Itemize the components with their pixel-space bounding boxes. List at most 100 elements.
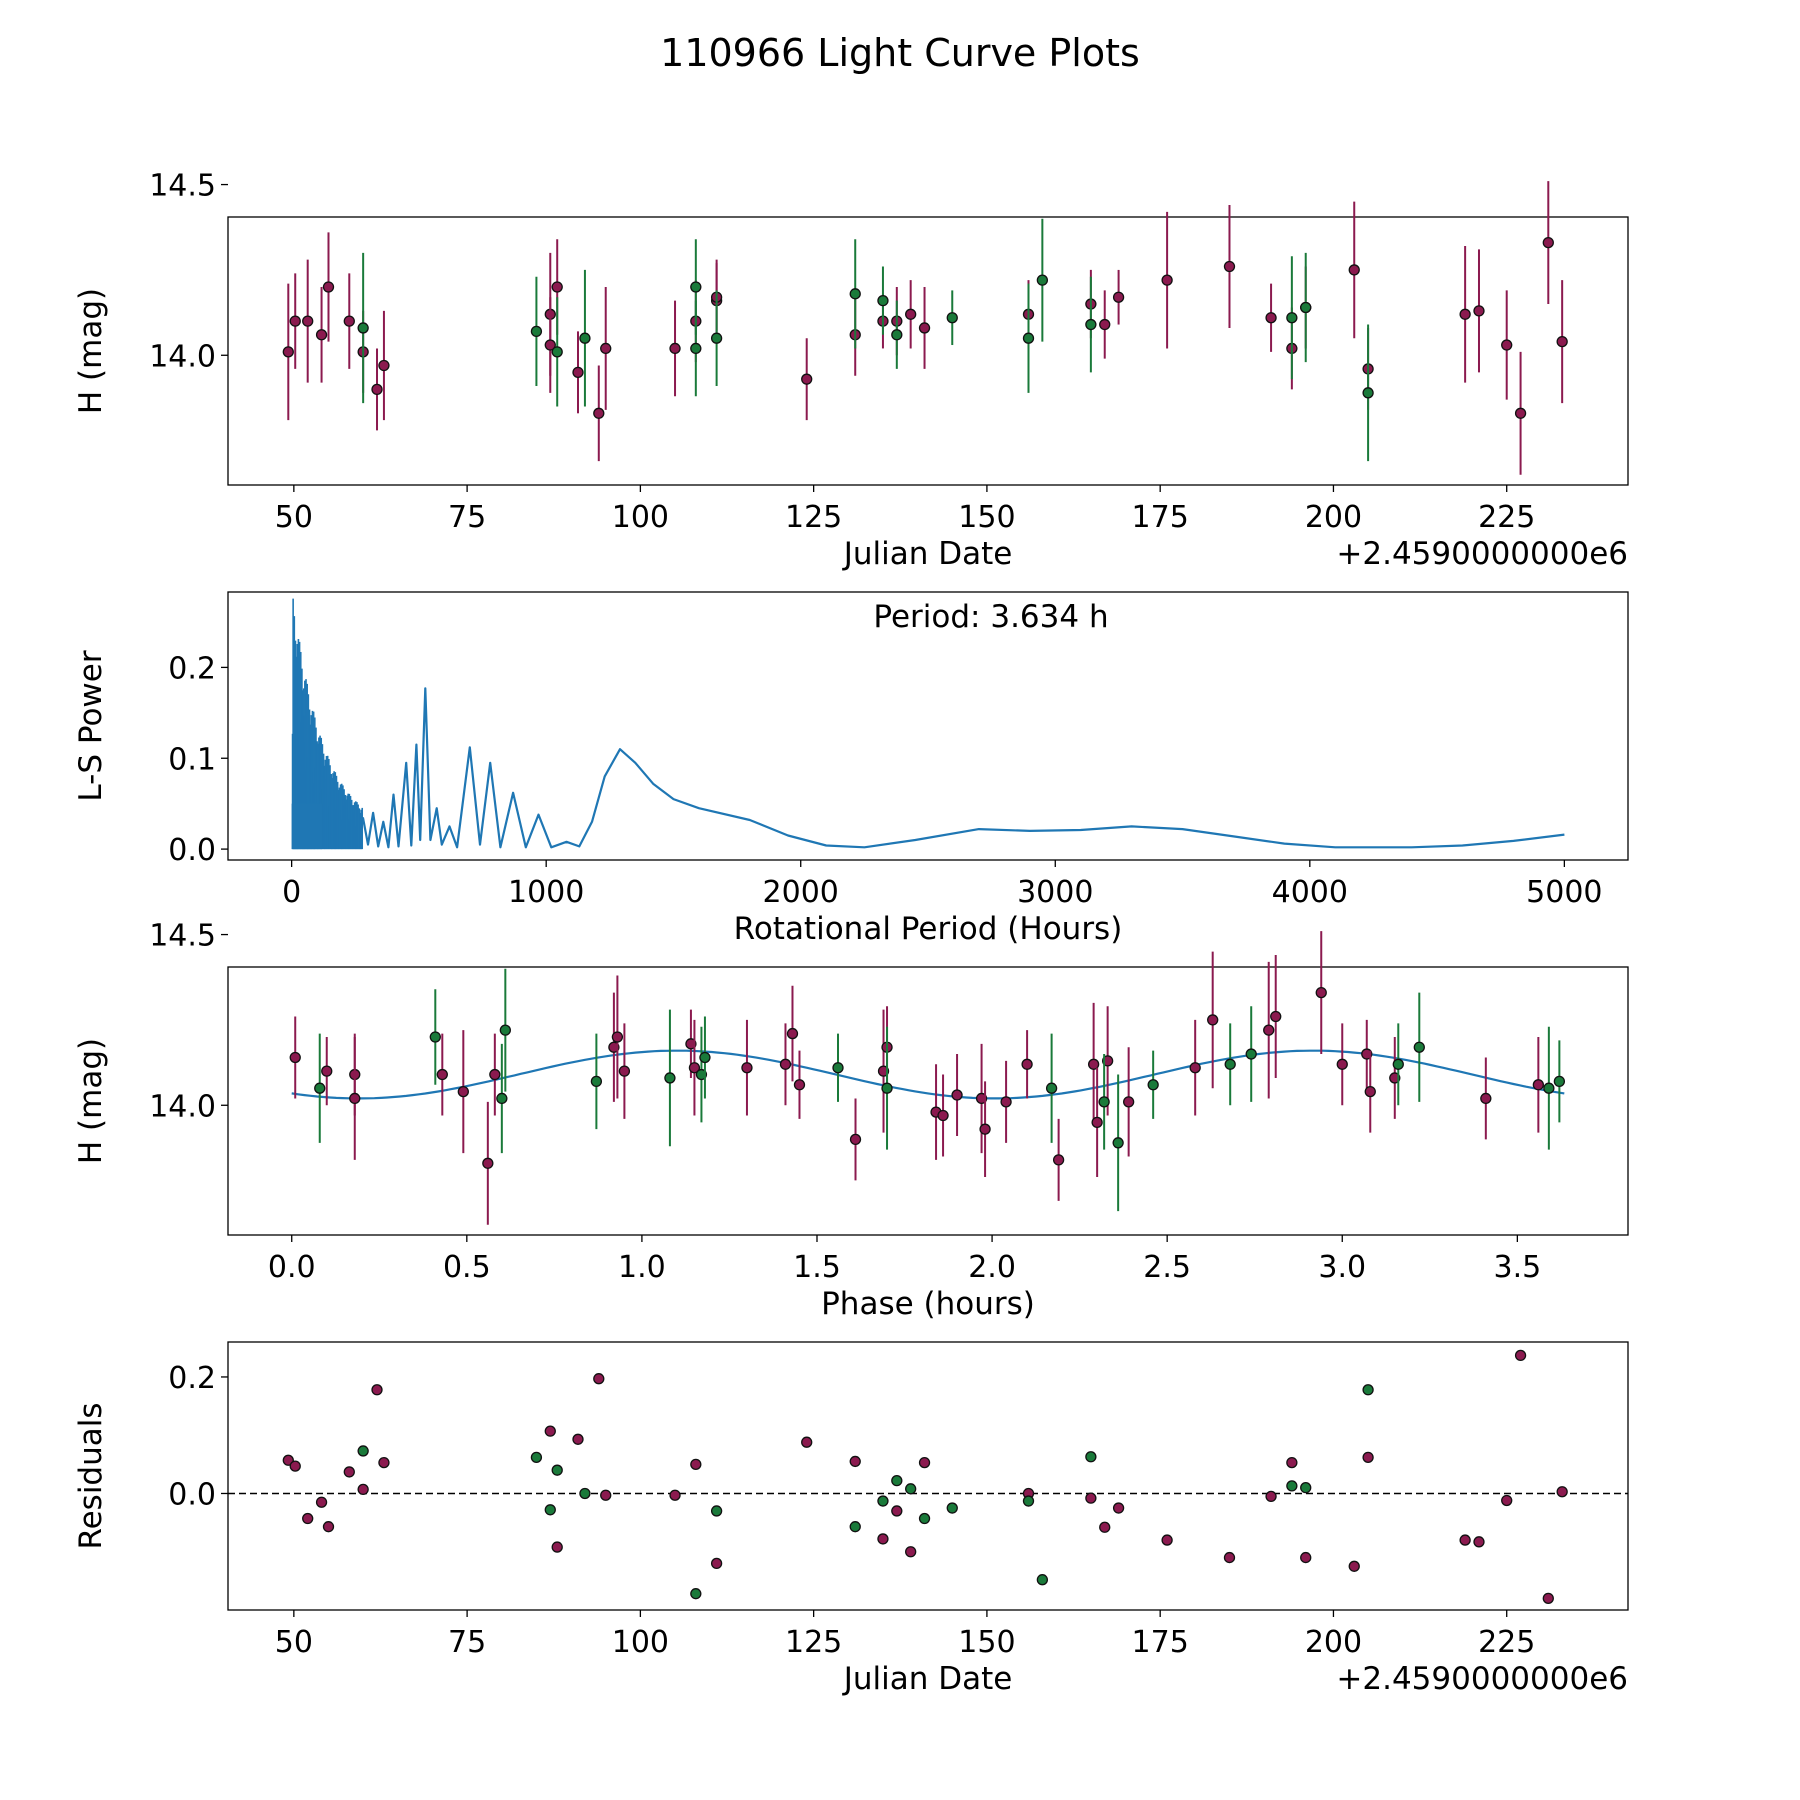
data-point: [1085, 1451, 1097, 1463]
y-tick-label: 0.0: [168, 833, 216, 868]
data-point: [849, 1133, 862, 1146]
model-curve: [291, 1049, 1565, 1100]
data-point: [1022, 1495, 1035, 1507]
data-point: [579, 1487, 591, 1500]
data-point: [551, 281, 563, 293]
x-tick-label: 0.0: [268, 1250, 316, 1285]
data-point: [343, 1466, 355, 1478]
x-tick-label: 225: [1478, 500, 1535, 535]
data-point: [1263, 1024, 1275, 1036]
data-point: [315, 1496, 328, 1508]
data-point: [1336, 1058, 1348, 1070]
data-point: [618, 1065, 631, 1077]
data-point: [1348, 264, 1360, 276]
x-tick-label: 150: [958, 500, 1015, 535]
data-point: [905, 1546, 917, 1558]
data-point: [1459, 308, 1471, 320]
y-axis-label: H (mag): [73, 1038, 109, 1164]
x-tick-label: 100: [612, 500, 669, 535]
x-tick-label: 50: [275, 1625, 313, 1660]
data-point: [688, 1062, 701, 1074]
periodogram-forest: [291, 598, 364, 850]
y-tick-label: 14.5: [149, 169, 216, 204]
data-point: [690, 1458, 702, 1470]
data-point: [877, 1065, 890, 1077]
axes-frame: [227, 216, 1629, 486]
data-point: [1501, 339, 1513, 351]
data-point: [1501, 1494, 1513, 1507]
data-point: [551, 1464, 563, 1476]
data-point: [685, 1038, 697, 1050]
data-point: [1459, 1534, 1471, 1546]
x-tick-label: 175: [1132, 500, 1189, 535]
x-tick-label: 1.0: [618, 1250, 666, 1285]
y-axis-label: L-S Power: [73, 650, 109, 801]
data-point: [1300, 1551, 1312, 1564]
data-point: [429, 1031, 441, 1043]
data-point: [741, 1062, 753, 1074]
data-point: [946, 312, 958, 324]
data-point: [690, 1588, 702, 1600]
data-point: [946, 1502, 958, 1514]
data-point: [289, 1051, 301, 1064]
data-point: [1364, 1085, 1376, 1098]
data-point: [1265, 1490, 1277, 1503]
data-point: [1021, 1058, 1033, 1070]
data-point: [357, 1483, 369, 1496]
data-point: [1270, 1010, 1282, 1023]
x-tick-label: 75: [448, 500, 486, 535]
data-point: [289, 1460, 301, 1472]
y-tick-label: 0.2: [168, 1361, 216, 1396]
data-point: [877, 1533, 889, 1545]
data-point: [664, 1072, 676, 1084]
data-point: [590, 1075, 603, 1088]
x-tick-label: 3.0: [1318, 1250, 1366, 1285]
series-red: [289, 931, 1545, 1225]
data-point: [793, 1079, 806, 1091]
x-tick-label: 2.0: [968, 1250, 1016, 1285]
data-point: [496, 1092, 508, 1105]
x-axis-label: Phase (hours): [821, 1286, 1035, 1322]
data-point: [1362, 1384, 1374, 1396]
x-tick-label: 150: [958, 1625, 1015, 1660]
panel-lightcurve: 50 75 100 125 150 175 200 225 14.5 14.0 Julian Dat…: [73, 169, 1629, 572]
data-point: [690, 281, 702, 293]
y-tick-label: 0.1: [168, 742, 216, 777]
x-tick-label: 0: [282, 875, 301, 910]
data-point: [1245, 1048, 1257, 1060]
data-point: [1514, 407, 1527, 419]
data-point: [608, 1041, 620, 1053]
data-point: [1045, 1082, 1058, 1094]
y-axis-label: Residuals: [73, 1402, 109, 1549]
x-tick-label: 0.5: [443, 1250, 491, 1285]
panel-periodogram: 0 1000 2000 3000 4000 5000 0.0 0.1 0.2 Rotational…: [73, 591, 1629, 947]
data-point: [1389, 1072, 1401, 1084]
data-point: [357, 1445, 369, 1457]
x-axis-label: Julian Date: [842, 1661, 1013, 1697]
period-annotation: Period: 3.634 h: [873, 599, 1108, 635]
data-point: [710, 1557, 723, 1570]
data-point: [891, 1505, 903, 1517]
data-point: [1091, 1116, 1103, 1128]
data-point: [881, 1082, 893, 1094]
data-point: [315, 329, 328, 341]
data-point: [457, 1085, 469, 1098]
panel-residuals: 50 75 100 125 150 175 200 225 0.2 0.0 Julian Date R…: [73, 1341, 1629, 1697]
data-point: [1000, 1096, 1012, 1108]
data-point: [1532, 1079, 1545, 1091]
data-point: [1556, 1486, 1568, 1498]
data-point: [669, 342, 681, 355]
x-tick-label: 5000: [1526, 875, 1602, 910]
x-axis-label: Rotational Period (Hours): [734, 911, 1123, 947]
data-point: [1473, 1536, 1485, 1548]
data-point: [1123, 1096, 1135, 1108]
data-point: [593, 407, 605, 419]
data-point: [1286, 312, 1298, 324]
x-tick-label: 175: [1132, 1625, 1189, 1660]
axes-frame: [227, 591, 1629, 861]
data-point: [1514, 1349, 1527, 1362]
data-point: [600, 342, 612, 355]
x-tick-label: 125: [785, 1625, 842, 1660]
data-point: [322, 281, 335, 293]
